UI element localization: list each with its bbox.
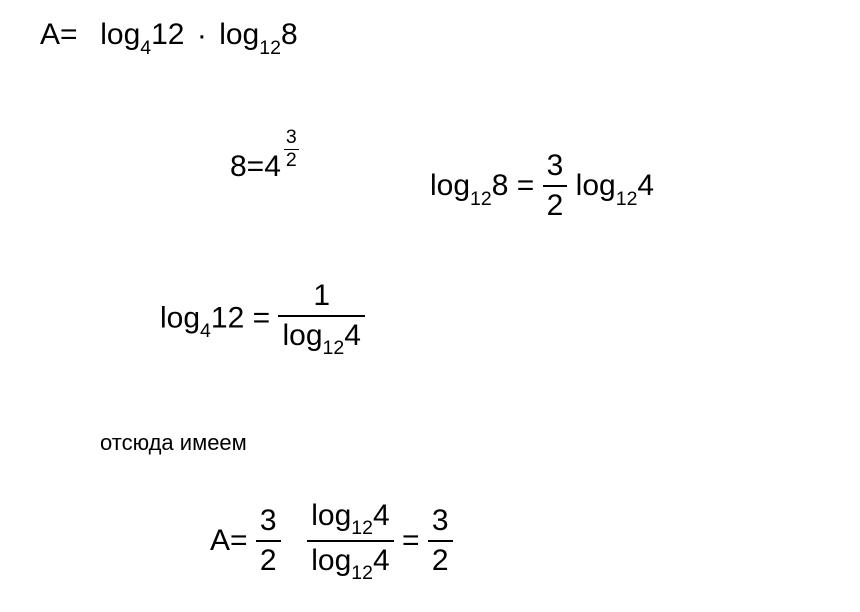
log-base: 12	[323, 337, 345, 359]
log-arg: 12	[151, 18, 184, 51]
coef-num: 3	[256, 504, 281, 540]
coef-den: 2	[256, 540, 281, 578]
exp-den: 2	[284, 149, 299, 171]
frac-num: 1	[278, 279, 364, 315]
res-den: 2	[428, 540, 453, 578]
log-frac: log124 log124	[307, 499, 393, 583]
log-text: log	[219, 18, 259, 51]
frac-den: log124	[307, 540, 393, 583]
log-text: log	[430, 169, 470, 202]
log-base: 12	[351, 562, 373, 584]
equation-line-5: A= 3 2 log124 log124 = 3 2	[210, 500, 453, 584]
log-text: log	[576, 169, 616, 202]
log-text: log	[311, 499, 351, 532]
result-frac: 3 2	[428, 504, 453, 578]
equation-line-3: log412 = 1 log124	[160, 280, 365, 359]
log-arg: 4	[373, 544, 390, 577]
coef-frac: 3 2	[543, 149, 568, 223]
equation-line-2-left: 8=4 3 2	[230, 128, 299, 184]
log-arg: 4	[637, 169, 654, 202]
exp-num: 3	[284, 128, 299, 149]
equation-line-1: A= log412 · log128	[40, 18, 298, 57]
log-base: 12	[259, 37, 281, 59]
res-num: 3	[428, 504, 453, 540]
log-arg: 12	[211, 301, 244, 334]
log-arg: 8	[281, 18, 298, 51]
log-text: log	[160, 301, 200, 334]
log-base: 12	[470, 188, 492, 210]
log-base: 4	[140, 37, 151, 59]
log-text: log	[100, 18, 140, 51]
log-text: log	[282, 319, 322, 352]
log-arg: 4	[373, 499, 390, 532]
coef-den: 2	[543, 185, 568, 223]
log-arg: 4	[344, 319, 361, 352]
label-hence: отсюда имеем	[100, 430, 247, 456]
math-page: A= log412 · log128 8=4 3 2 log128 = 3 2 …	[0, 0, 860, 612]
log-base: 12	[351, 517, 373, 539]
log-base: 12	[616, 188, 638, 210]
multiply-dot: ·	[193, 19, 211, 53]
exponent-frac: 3 2	[284, 128, 299, 170]
coef-num: 3	[543, 149, 568, 185]
equals: =	[517, 169, 543, 202]
rhs-frac: 1 log124	[278, 279, 364, 358]
lhs-A: A=	[210, 524, 256, 557]
frac-num: log124	[307, 499, 393, 540]
lhs-8eq4: 8=4	[230, 150, 281, 183]
equals: =	[402, 524, 428, 557]
equation-line-2-right: log128 = 3 2 log124	[430, 150, 654, 224]
label-text: отсюда имеем	[100, 430, 247, 455]
equals: =	[253, 301, 279, 334]
lhs-A: A=	[40, 18, 78, 51]
log-arg: 8	[492, 169, 509, 202]
log-base: 4	[200, 320, 211, 342]
log-text: log	[311, 544, 351, 577]
coef-frac: 3 2	[256, 504, 281, 578]
frac-den: log124	[278, 315, 364, 358]
